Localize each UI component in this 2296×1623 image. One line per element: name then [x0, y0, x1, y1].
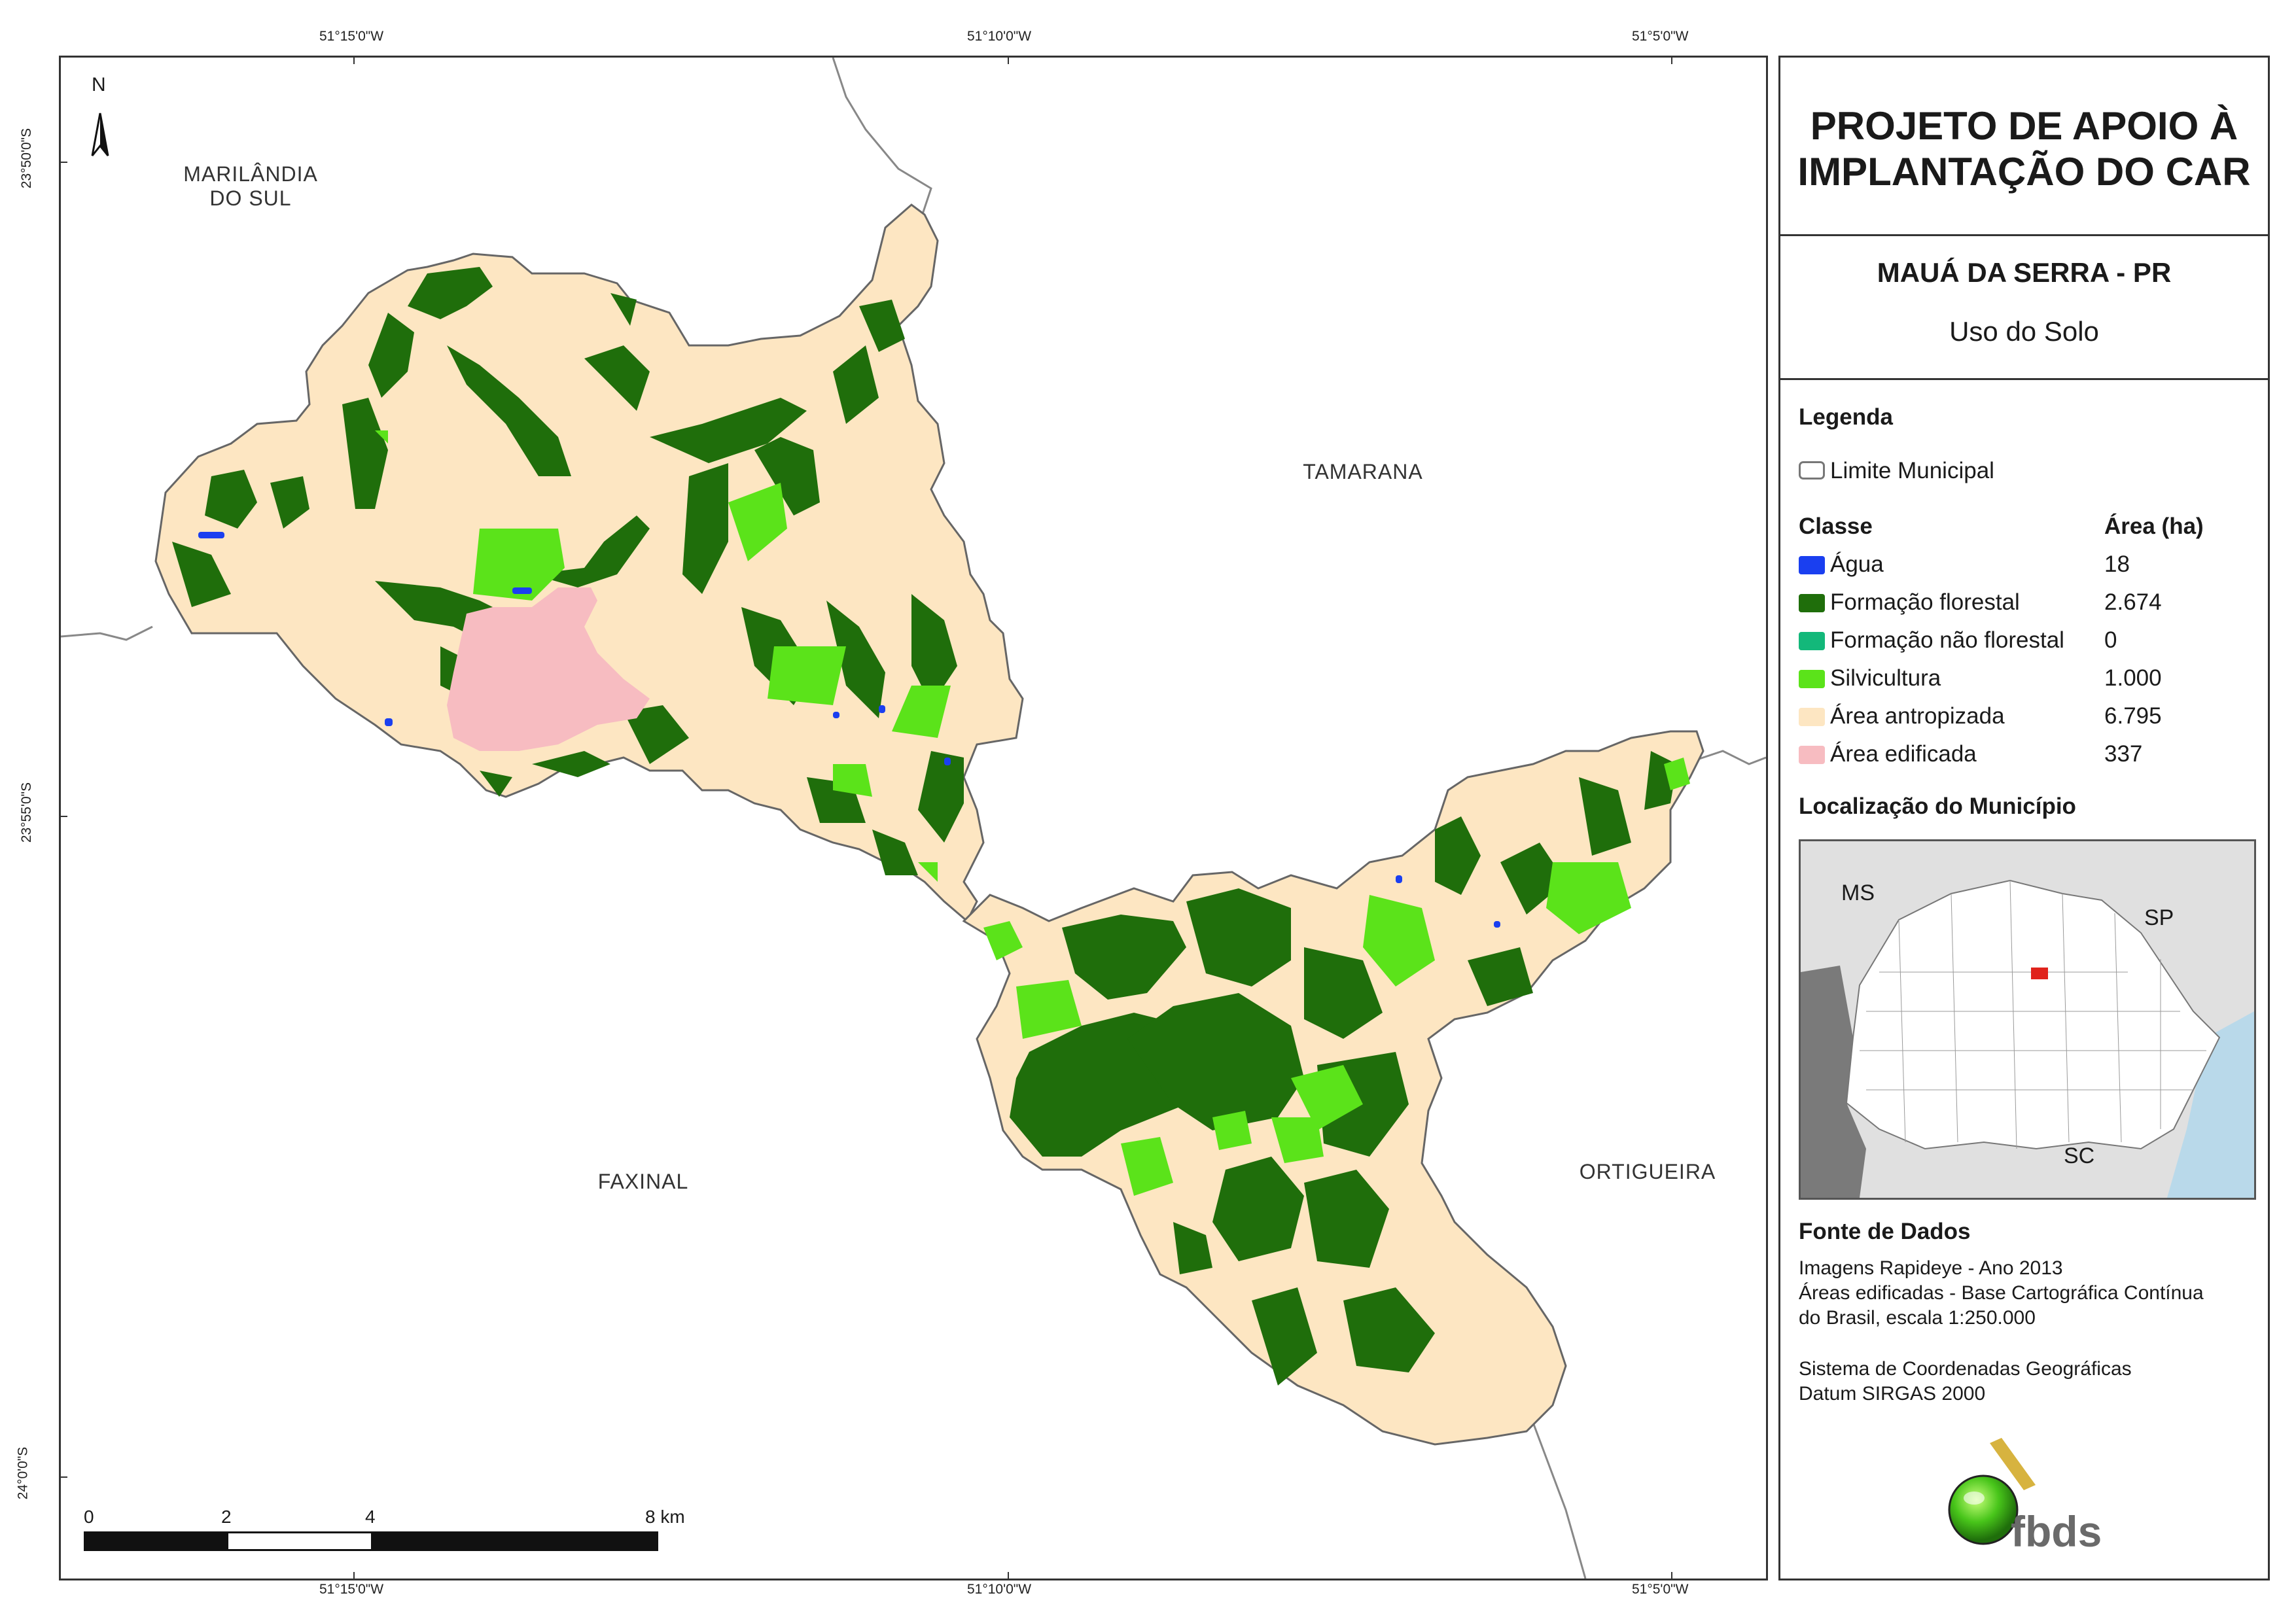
limite-municipal-swatch — [1799, 461, 1825, 480]
class-heading: Classe — [1799, 514, 1873, 539]
class-label-area-antropizada: Área antropizada — [1830, 703, 2005, 729]
coord-left-1: 23°50'0"S — [19, 128, 35, 189]
silvicultura-patches-west — [375, 430, 951, 882]
separator-1 — [1780, 234, 2268, 236]
swatch-area-edificada — [1799, 746, 1825, 764]
swatch-silvicultura — [1799, 670, 1825, 688]
location-heading: Localização do Município — [1799, 794, 2076, 819]
class-label-area-edificada: Área edificada — [1830, 741, 1977, 767]
swatch-formacao-nao-florestal — [1799, 632, 1825, 650]
coord-left-3: 24°0'0"S — [15, 1446, 31, 1500]
coord-top-1: 51°15'0"W — [319, 29, 384, 44]
place-tamarana: TAMARANA — [1303, 460, 1423, 483]
legend-heading: Legenda — [1799, 404, 1893, 430]
class-area-formacao-nao-florestal: 0 — [2104, 627, 2117, 653]
inset-map-svg — [1801, 841, 2254, 1198]
source-line-3: do Brasil, escala 1:250.000 — [1799, 1307, 2036, 1329]
place-marilandia-line2: DO SUL — [209, 186, 292, 210]
inset-label-ms: MS — [1841, 881, 1875, 905]
coord-top-3: 51°5'0"W — [1632, 29, 1689, 44]
fbds-logo: fbds — [1937, 1438, 2134, 1556]
coord-bottom-3: 51°5'0"W — [1632, 1582, 1689, 1597]
coord-bottom-2: 51°10'0"W — [967, 1582, 1032, 1597]
fbds-logo-icon — [1948, 1438, 2036, 1545]
project-title-line2: IMPLANTAÇÃO DO CAR — [1797, 150, 2251, 194]
class-area-silvicultura: 1.000 — [2104, 665, 2162, 691]
land-use-map — [61, 58, 1766, 1579]
source-heading: Fonte de Dados — [1799, 1219, 1971, 1244]
scalebar: 0 2 4 8 km — [84, 1507, 686, 1559]
scalebar-tick-8: 8 km — [645, 1507, 685, 1527]
urban-area — [447, 587, 650, 751]
class-label-silvicultura: Silvicultura — [1830, 665, 1941, 691]
class-area-area-edificada: 337 — [2104, 741, 2143, 767]
scalebar-bar — [84, 1531, 658, 1551]
class-label-formacao-nao-florestal: Formação não florestal — [1830, 627, 2064, 653]
separator-2 — [1780, 378, 2268, 380]
place-ortigueira: ORTIGUEIRA — [1579, 1160, 1716, 1183]
swatch-area-antropizada — [1799, 708, 1825, 726]
water-patches — [198, 532, 1500, 928]
area-heading: Área (ha) — [2104, 514, 2204, 539]
source-line-1: Imagens Rapideye - Ano 2013 — [1799, 1257, 2063, 1279]
info-panel: PROJETO DE APOIO À IMPLANTAÇÃO DO CAR MA… — [1778, 56, 2270, 1580]
coord-left-2: 23°55'0"S — [19, 782, 35, 843]
municipality-name: MAUÁ DA SERRA - PR — [1877, 257, 2172, 288]
source-line-2: Áreas edificadas - Base Cartográfica Con… — [1799, 1282, 2204, 1304]
place-marilandia-line1: MARILÂNDIA — [183, 162, 318, 186]
north-arrow — [91, 113, 109, 156]
class-area-formacao-florestal: 2.674 — [2104, 589, 2162, 615]
class-area-area-antropizada: 6.795 — [2104, 703, 2162, 729]
class-label-formacao-florestal: Formação florestal — [1830, 589, 2020, 615]
fbds-logo-text: fbds — [2011, 1507, 2102, 1556]
project-title-line1: PROJETO DE APOIO À — [1810, 104, 2238, 148]
municipality-highlight — [2031, 968, 2048, 979]
silvicultura-patches-east — [983, 758, 1690, 1196]
scalebar-tick-2: 2 — [221, 1507, 232, 1527]
crs-line-1: Sistema de Coordenadas Geográficas — [1799, 1358, 2132, 1380]
inset-label-sc: SC — [2064, 1143, 2095, 1168]
class-label-agua: Água — [1830, 551, 1884, 577]
scalebar-tick-0: 0 — [84, 1507, 94, 1527]
map-frame[interactable]: N MARILÂNDIA DO SUL TAMARANA FAXINAL ORT… — [59, 56, 1768, 1580]
scalebar-tick-4: 4 — [365, 1507, 376, 1527]
swatch-formacao-florestal — [1799, 594, 1825, 612]
project-title: PROJETO DE APOIO À IMPLANTAÇÃO DO CAR — [1780, 103, 2268, 195]
place-faxinal: FAXINAL — [597, 1170, 689, 1193]
place-marilandia-do-sul: MARILÂNDIA DO SUL — [172, 162, 329, 211]
crs-line-2: Datum SIRGAS 2000 — [1799, 1383, 1986, 1405]
inset-label-sp: SP — [2144, 905, 2174, 930]
forest-patches-east — [1010, 751, 1677, 1386]
north-label: N — [92, 74, 106, 96]
coord-top-2: 51°10'0"W — [967, 29, 1032, 44]
coord-bottom-1: 51°15'0"W — [319, 1582, 384, 1597]
frame-ticks — [61, 58, 1672, 1579]
map-subtitle: Uso do Solo — [1949, 316, 2099, 347]
location-inset-map: MS SP SC — [1799, 839, 2256, 1200]
class-area-agua: 18 — [2104, 551, 2130, 577]
limite-municipal-label: Limite Municipal — [1830, 458, 1994, 483]
swatch-agua — [1799, 556, 1825, 574]
